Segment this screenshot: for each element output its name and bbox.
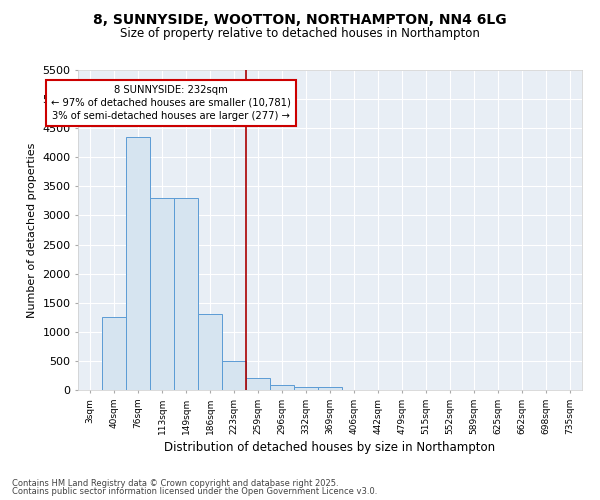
Bar [294, 387, 318, 390]
Bar [198, 314, 222, 390]
Y-axis label: Number of detached properties: Number of detached properties [26, 142, 37, 318]
Text: Size of property relative to detached houses in Northampton: Size of property relative to detached ho… [120, 28, 480, 40]
Bar [246, 378, 270, 390]
Bar [126, 137, 150, 390]
Bar [150, 198, 174, 390]
Text: 8 SUNNYSIDE: 232sqm
← 97% of detached houses are smaller (10,781)
3% of semi-det: 8 SUNNYSIDE: 232sqm ← 97% of detached ho… [51, 84, 291, 121]
Bar [318, 387, 342, 390]
Text: 8, SUNNYSIDE, WOOTTON, NORTHAMPTON, NN4 6LG: 8, SUNNYSIDE, WOOTTON, NORTHAMPTON, NN4 … [93, 12, 507, 26]
Bar [102, 318, 126, 390]
Bar [222, 361, 246, 390]
X-axis label: Distribution of detached houses by size in Northampton: Distribution of detached houses by size … [164, 441, 496, 454]
Bar [270, 386, 294, 390]
Bar [174, 198, 198, 390]
Text: Contains HM Land Registry data © Crown copyright and database right 2025.: Contains HM Land Registry data © Crown c… [12, 478, 338, 488]
Text: Contains public sector information licensed under the Open Government Licence v3: Contains public sector information licen… [12, 487, 377, 496]
